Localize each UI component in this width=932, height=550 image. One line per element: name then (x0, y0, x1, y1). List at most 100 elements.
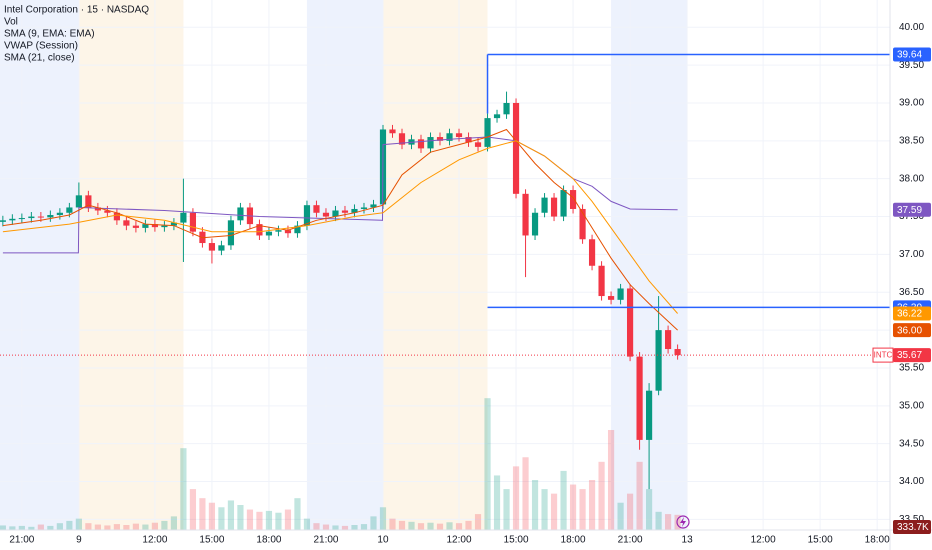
candle-body (389, 129, 396, 134)
candle-body (636, 356, 643, 440)
candle-body (208, 243, 216, 251)
candle-body (189, 212, 197, 232)
backgrounds (0, 0, 688, 530)
volume-bar (569, 484, 577, 530)
volume-bar (474, 514, 482, 530)
candle-body (132, 225, 139, 228)
volume-bar (607, 430, 615, 530)
volume-bar (199, 498, 206, 530)
volume-bar (512, 466, 520, 530)
price-badge-label: 36.22 (897, 309, 922, 320)
volume-bar (256, 511, 263, 530)
volume-bar (237, 505, 244, 530)
volume-bar (560, 470, 567, 530)
candle-body (360, 207, 368, 209)
session-band (382, 0, 488, 530)
candle-body (56, 212, 63, 216)
volume-bar (294, 498, 301, 530)
volume-badge-label: 333.7K (897, 522, 929, 533)
x-tick-label: 12:00 (751, 535, 776, 546)
symbol-badge-label: INTC (874, 351, 893, 360)
volume-bar (113, 524, 120, 530)
session-band (0, 0, 79, 530)
volume-bar (351, 525, 358, 530)
candle-body (674, 349, 681, 356)
candle-body (626, 288, 634, 357)
volume-bar (28, 526, 35, 530)
candle-body (541, 197, 548, 213)
volume-bar (579, 489, 586, 530)
candle-body (465, 137, 472, 143)
volume-bar (275, 512, 282, 530)
candle-body (579, 208, 586, 240)
candle-body (503, 102, 510, 115)
volume-bar (493, 475, 501, 530)
candle-body (455, 133, 463, 138)
chart-title: Intel Corporation · 15 · NASDAQ (4, 5, 149, 16)
candle-body (493, 114, 501, 119)
price-badge-label: 35.67 (897, 350, 922, 361)
volume-bar (170, 516, 178, 530)
candle-body (218, 245, 225, 251)
candle-body (598, 265, 605, 297)
symbol-badge (872, 347, 894, 363)
volume-bar (645, 489, 653, 530)
volume-bar (303, 518, 311, 530)
volume-bar (37, 524, 44, 530)
candle-body (665, 330, 672, 350)
volume-bar (665, 514, 672, 530)
volume-bar (598, 461, 605, 530)
candle-body (47, 215, 54, 218)
candle-body (341, 210, 349, 213)
volume-bar (218, 507, 225, 530)
candle-body (9, 218, 16, 221)
volume-bar (208, 502, 216, 530)
grid (0, 0, 890, 530)
volume-bar (161, 520, 168, 530)
candle-body (417, 139, 425, 149)
volume-bar (313, 523, 320, 530)
session-band (306, 0, 383, 530)
volume-bar (151, 522, 158, 530)
volume-bar (522, 457, 529, 530)
candle-body (284, 230, 292, 234)
price-badge-label: 39.64 (897, 50, 922, 61)
price-badge (893, 47, 931, 62)
volume-bar (66, 520, 73, 530)
volume-bar (550, 493, 558, 530)
volume-bar (455, 523, 463, 530)
candle-body (436, 137, 444, 141)
candle-body (180, 212, 187, 223)
volume-bar (379, 507, 387, 530)
candle-body (113, 212, 120, 221)
candle-body (484, 118, 491, 147)
candle-body (0, 220, 6, 222)
volume-bar (360, 524, 368, 530)
x-tick-label: 12:00 (142, 535, 167, 546)
x-tick-label: 21:00 (313, 535, 338, 546)
x-tick-label: 13 (682, 535, 694, 546)
candle-body (227, 220, 235, 246)
candle-body (398, 133, 406, 145)
volume-bar (341, 525, 349, 530)
candle-body (151, 224, 158, 228)
y-tick-label: 34.50 (899, 438, 924, 449)
volume-bar (503, 489, 510, 530)
volume-bar (332, 525, 339, 530)
candle-body (446, 133, 453, 141)
x-tick-label: 21:00 (618, 535, 643, 546)
legend-entry: VWAP (Session) (4, 41, 78, 52)
x-tick-label: 18:00 (256, 535, 281, 546)
candle-body (531, 212, 539, 236)
candle-body (303, 205, 311, 226)
volume-bar (398, 520, 406, 530)
events-icon[interactable] (676, 515, 690, 529)
candle-body (256, 224, 263, 236)
plot (0, 53, 890, 490)
price-badge-label: 37.59 (897, 205, 922, 216)
volume-bar (427, 522, 434, 530)
candle-body (474, 142, 482, 147)
volume-bar (246, 509, 254, 530)
